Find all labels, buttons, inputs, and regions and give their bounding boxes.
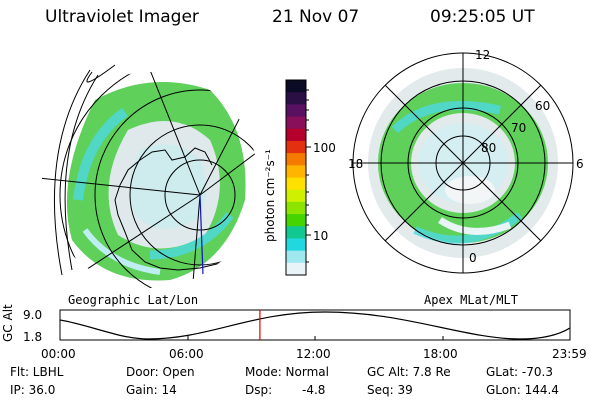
colorbar-segment: [286, 226, 306, 240]
mlt-label-18: 18: [348, 157, 364, 171]
colorbar-segment: [286, 262, 306, 276]
colorbar-segment: [286, 201, 306, 215]
mlt-label-6: 6: [576, 157, 584, 171]
status-glat: GLat: -70.3: [486, 365, 553, 379]
status-dsp-label: Dsp:: [245, 383, 273, 397]
time-label: 09:25:05 UT: [430, 7, 535, 27]
colorbar-segment: [286, 104, 306, 118]
altitude-ymax: 9.0: [23, 308, 43, 322]
polar-map: [352, 52, 574, 274]
colorbar-tick-100: 100: [313, 141, 336, 155]
status-dsp-value: -4.8: [302, 383, 326, 397]
polar-caption: Apex MLat/MLT: [424, 293, 518, 307]
status-seq: Seq: 39: [367, 383, 413, 397]
colorbar-ticks: [306, 89, 311, 263]
status-gain: Gain: 14: [126, 383, 177, 397]
colorbar-label: photon cm⁻²s⁻¹: [263, 149, 277, 242]
mlat-label-80: 80: [481, 141, 497, 155]
colorbar-segment: [286, 92, 306, 105]
colorbar-segment: [286, 214, 306, 227]
altitude-plot-frame: [59, 309, 571, 341]
x-tick-2359: 23:59: [552, 347, 587, 361]
altitude-ymin: 1.8: [23, 330, 43, 344]
colorbar: [286, 80, 306, 276]
x-tick-0600: 06:00: [169, 347, 204, 361]
status-door: Door: Open: [126, 365, 195, 379]
status-ip: IP: 36.0: [10, 383, 56, 397]
colorbar-segment: [286, 189, 306, 203]
altitude-ylabel: GC Alt: [1, 304, 15, 342]
colorbar-segment: [286, 250, 306, 264]
geographic-caption: Geographic Lat/Lon: [68, 293, 199, 307]
altitude-x-ticks: [187, 336, 444, 340]
status-filter: Flt: LBHL: [10, 365, 64, 379]
x-tick-1200: 12:00: [296, 347, 331, 361]
geographic-map: [42, 72, 258, 288]
colorbar-segment: [286, 177, 306, 191]
colorbar-segment: [286, 116, 306, 130]
mlt-label-12: 12: [475, 48, 491, 62]
x-tick-0000: 00:00: [41, 347, 76, 361]
colorbar-segment: [286, 128, 306, 142]
colorbar-segment: [286, 153, 306, 166]
mlt-label-0: 0: [469, 251, 477, 265]
mlat-label-70: 70: [511, 121, 527, 135]
status-mode: Mode: Normal: [245, 365, 329, 379]
mlat-label-60: 60: [535, 99, 551, 113]
colorbar-tick-10: 10: [313, 229, 329, 243]
colorbar-segment: [286, 238, 306, 252]
status-glon: GLon: 144.4: [486, 383, 559, 397]
status-gc-alt: GC Alt: 7.8 Re: [367, 365, 451, 379]
colorbar-segment: [286, 80, 306, 93]
colorbar-segment: [286, 140, 306, 154]
altitude-curve: [60, 311, 570, 340]
instrument-title: Ultraviolet Imager: [45, 7, 199, 27]
colorbar-frame: [285, 79, 307, 276]
colorbar-segment: [286, 165, 306, 179]
x-tick-1800: 18:00: [423, 347, 458, 361]
date-label: 21 Nov 07: [272, 7, 360, 27]
